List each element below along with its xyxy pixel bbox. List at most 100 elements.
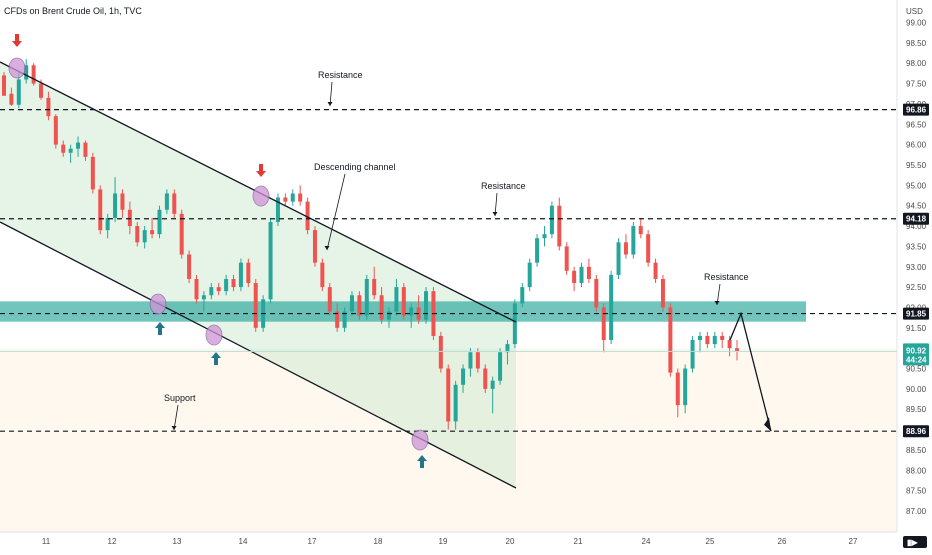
candle-15 — [113, 177, 118, 222]
candle-9 — [68, 144, 73, 163]
candle-body — [446, 368, 451, 422]
y-tick-label: 94.00 — [906, 222, 927, 231]
candle-body — [342, 311, 347, 328]
candle-11 — [83, 140, 88, 161]
x-tick-label: 27 — [849, 537, 858, 546]
candle-body — [53, 116, 58, 145]
candle-body — [335, 311, 340, 328]
candle-62 — [461, 364, 466, 393]
candle-body — [683, 368, 688, 406]
chart-background — [0, 62, 897, 532]
candle-67 — [498, 348, 503, 385]
candle-50 — [372, 266, 377, 300]
annotation-pointer-4 — [173, 404, 179, 431]
candle-84 — [623, 234, 628, 259]
candle-body — [379, 295, 384, 320]
candle-body — [216, 287, 221, 292]
candle-body — [542, 234, 547, 239]
candle-86 — [638, 217, 643, 239]
candle-33 — [246, 258, 251, 288]
touch-point-circle-0 — [8, 57, 26, 79]
x-tick-label: 26 — [778, 537, 787, 546]
current-price-tag — [903, 343, 929, 366]
candle-body — [246, 262, 251, 284]
x-tick-label: 21 — [574, 537, 583, 546]
y-tick-label: 99.00 — [906, 19, 927, 28]
candle-29 — [216, 283, 221, 296]
candle-body — [475, 352, 480, 369]
candle-body — [727, 340, 732, 349]
candle-66 — [490, 376, 495, 414]
candle-body — [231, 278, 236, 288]
countdown-text: 44:24 — [906, 355, 927, 364]
y-tick-label: 97.50 — [906, 80, 927, 89]
candle-16 — [120, 189, 125, 218]
candle-8 — [61, 140, 66, 157]
candle-body — [690, 340, 695, 369]
y-tick-label: 90.50 — [906, 365, 927, 374]
candle-body — [209, 287, 214, 296]
descending-channel-area — [0, 62, 516, 488]
up-arrow-shaft — [214, 358, 218, 365]
candle-17 — [127, 201, 132, 235]
candle-80 — [594, 274, 599, 312]
candle-body — [401, 287, 406, 316]
candle-body — [150, 230, 155, 235]
candle-44 — [327, 283, 332, 316]
down-arrow-head — [12, 41, 22, 47]
candle-body — [357, 295, 362, 316]
up-arrow-head — [155, 322, 165, 328]
x-tick-label: 18 — [374, 537, 383, 546]
candle-body — [127, 209, 132, 227]
y-tick-label: 96.00 — [906, 141, 927, 150]
touch-point-circle-3 — [205, 324, 223, 346]
candle-53 — [394, 278, 399, 316]
candle-0 — [2, 72, 6, 96]
y-tick-label: 89.50 — [906, 405, 927, 414]
candle-body — [564, 246, 569, 271]
candle-body — [9, 93, 14, 105]
candle-38 — [283, 193, 288, 206]
resistance-low-price-tag-text: 91.85 — [906, 310, 927, 319]
resistance-top-price-tag — [903, 103, 929, 116]
candle-body — [164, 193, 169, 210]
y-tick-label: 87.00 — [906, 507, 927, 516]
currency-label: USD — [906, 7, 923, 16]
y-tick-label: 98.00 — [906, 59, 927, 68]
candle-body — [105, 217, 110, 231]
up-arrow-icon-2 — [417, 455, 427, 468]
current-price-tag-text: 90.92 — [906, 346, 927, 355]
candle-75 — [557, 197, 562, 251]
y-tick-label: 95.00 — [906, 181, 927, 190]
annotation-label-4: Support — [164, 393, 196, 403]
candle-body — [142, 230, 147, 243]
candle-body — [283, 197, 288, 202]
candle-body — [275, 197, 280, 222]
candle-34 — [253, 278, 258, 332]
time-axis-background — [0, 532, 932, 550]
candle-body — [394, 287, 399, 312]
annotation-arrowhead-3 — [714, 301, 720, 305]
annotation-label-1: Descending channel — [314, 162, 396, 172]
annotation-label-0: Resistance — [318, 70, 363, 80]
candle-18 — [135, 221, 140, 247]
candle-body — [579, 266, 584, 284]
candle-24 — [179, 209, 184, 259]
candle-body — [572, 270, 577, 284]
candle-body — [187, 254, 192, 279]
candle-14 — [105, 213, 110, 239]
candle-83 — [616, 238, 621, 279]
x-tick-label: 25 — [706, 537, 715, 546]
candle-46 — [342, 307, 347, 332]
down-arrow-head — [256, 171, 266, 177]
candle-28 — [209, 283, 214, 300]
x-tick-label: 17 — [308, 537, 317, 546]
projection-arrowhead — [764, 417, 771, 432]
candle-99 — [735, 340, 739, 361]
candle-body — [113, 193, 118, 218]
candle-63 — [468, 348, 473, 377]
candle-body — [224, 278, 229, 292]
annotation-arrowhead-4 — [171, 426, 177, 430]
resistance-low-price-tag — [903, 307, 929, 320]
